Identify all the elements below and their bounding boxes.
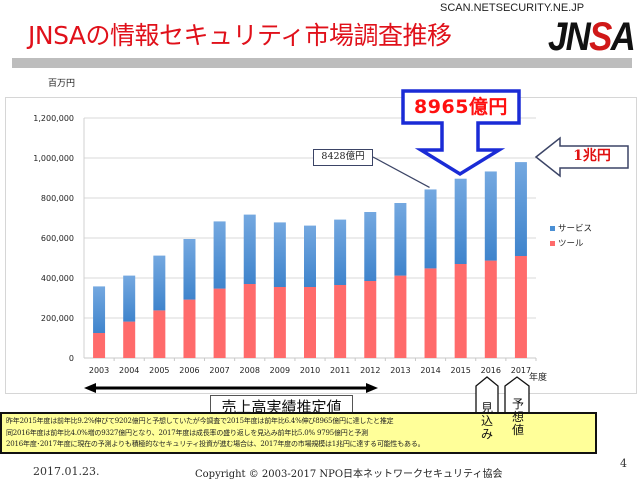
bar-tool-2005 (153, 310, 166, 358)
bar-service-2010 (304, 225, 316, 287)
jnsa-logo: JNSA (548, 15, 636, 54)
bar-service-2011 (334, 219, 347, 285)
x-tick-label: 2013 (390, 366, 410, 375)
x-tick-label: 2015 (450, 366, 470, 375)
left-arrow-icon (534, 136, 629, 178)
bar-service-2016 (484, 171, 497, 261)
x-tick-label: 2016 (481, 366, 501, 375)
bar-tool-2007 (213, 288, 226, 358)
callout-2014-leader (372, 156, 430, 188)
legend-swatch (550, 226, 555, 231)
callout-2015-value: 8965億円 (414, 96, 508, 118)
y-tick-label: 800,000 (41, 194, 74, 203)
bar-tool-2008 (243, 284, 256, 358)
x-tick-label: 2017 (511, 366, 531, 375)
bar-tool-2012 (364, 281, 377, 358)
bar-service-2014 (424, 189, 437, 269)
bar-service-2009 (273, 222, 286, 287)
note-line: 2016年度･2017年度に現在の予測よりも積極的なセキュリティ投資が進む場合は… (6, 440, 425, 448)
bar-service-2005 (153, 255, 166, 311)
bar-service-2007 (213, 221, 226, 289)
svg-text:JNSA: JNSA (548, 15, 634, 54)
x-tick-label: 2012 (360, 366, 380, 375)
bar-tool-2017 (514, 256, 527, 358)
bar-service-2012 (364, 212, 377, 281)
bar-service-2008 (243, 214, 256, 284)
callout-2014-value: 8428億円 (313, 149, 373, 166)
x-tick-label: 2003 (89, 366, 109, 375)
bar-tool-2003 (93, 333, 106, 358)
bar-service-2003 (93, 286, 106, 333)
y-tick-label: 1,000,000 (33, 154, 74, 163)
x-axis-label: 年度 (529, 373, 548, 383)
x-tick-label: 2006 (179, 366, 199, 375)
y-tick-label: 0 (69, 354, 74, 363)
x-tick-label: 2004 (119, 366, 139, 375)
bar-service-2004 (123, 275, 136, 322)
page-number: 4 (620, 457, 627, 470)
legend-label: ツール (558, 239, 584, 249)
footer-copyright: Copyright © 2003-2017 NPO日本ネットワークセキュリティ協… (195, 469, 503, 480)
bar-tool-2014 (424, 268, 437, 358)
x-tick-label: 2011 (330, 366, 350, 375)
bar-service-2015 (454, 178, 467, 264)
x-tick-label: 2014 (420, 366, 440, 375)
bar-tool-2009 (273, 287, 286, 358)
y-tick-label: 600,000 (41, 234, 74, 243)
x-tick-label: 2007 (209, 366, 229, 375)
range-arrow-left-head (84, 383, 96, 393)
legend-swatch (550, 241, 555, 246)
chart-frame (5, 97, 637, 394)
y-tick-label: 1,200,000 (33, 114, 74, 123)
estimate-tag: 見込み (480, 401, 493, 441)
bar-service-2013 (394, 203, 407, 276)
legend-label: サービス (558, 224, 592, 234)
x-tick-label: 2010 (300, 366, 320, 375)
notes-box: 昨年2015年度は前年比9.2%伸びて9202億円と予想していたが今調査で201… (0, 412, 597, 454)
x-tick-label: 2005 (149, 366, 169, 375)
bar-service-2006 (183, 239, 196, 300)
bar-tool-2010 (304, 287, 316, 358)
note-line: 昨年2015年度は前年比9.2%伸びて9202億円と予想していたが今調査で201… (6, 417, 394, 425)
forecast-tag: 予想値 (511, 397, 524, 437)
x-tick-label: 2009 (270, 366, 290, 375)
down-arrow-icon (401, 89, 521, 177)
y-axis-unit-label: 百万円 (48, 79, 76, 89)
note-line: 同2016年度は前年比4.0%増の9327億円となり、2017年度は成長率の盛り… (6, 428, 368, 437)
bar-tool-2004 (123, 321, 136, 358)
y-tick-label: 200,000 (41, 314, 74, 323)
bar-tool-2016 (484, 260, 497, 358)
x-tick-label: 2008 (240, 366, 260, 375)
page-title: JNSAの情報セキュリティ市場調査推移 (28, 21, 452, 50)
y-tick-label: 400,000 (41, 274, 74, 283)
callout-target-value: 1兆円 (573, 148, 611, 164)
bar-tool-2011 (334, 285, 347, 358)
bar-tool-2015 (454, 264, 467, 358)
bar-service-2017 (514, 162, 527, 256)
range-arrow-right-head (366, 383, 378, 393)
header-divider (12, 58, 632, 68)
bar-tool-2013 (394, 275, 407, 358)
watermark: SCAN.NETSECURITY.NE.JP (440, 2, 585, 14)
bar-tool-2006 (183, 299, 196, 358)
footer-date: 2017.01.23. (33, 465, 100, 478)
